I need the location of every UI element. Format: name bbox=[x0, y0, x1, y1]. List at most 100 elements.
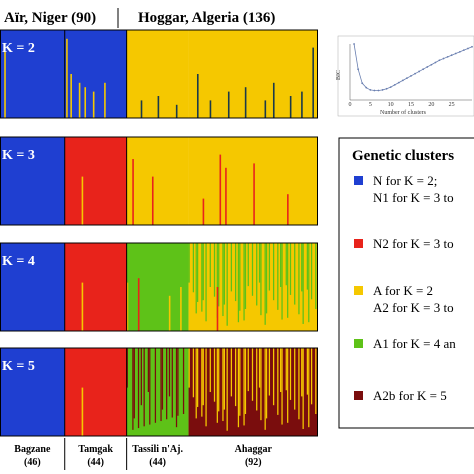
band-bar bbox=[281, 348, 283, 425]
bic-point bbox=[385, 87, 388, 90]
bic-point bbox=[430, 63, 433, 66]
bic-point bbox=[454, 52, 457, 55]
legend-text-4-0: A2b for K = 5 bbox=[373, 388, 447, 403]
spike-bar bbox=[196, 74, 199, 118]
band-bar bbox=[243, 243, 245, 321]
band-bar bbox=[223, 243, 225, 305]
base-fill bbox=[126, 137, 189, 225]
band-bar bbox=[132, 348, 134, 430]
base-fill bbox=[0, 137, 65, 225]
legend-text-0-0: N for K = 2; bbox=[373, 173, 437, 188]
panel-frame bbox=[0, 29, 318, 119]
band-bar bbox=[308, 348, 310, 428]
band-bar bbox=[209, 243, 211, 287]
band-bar bbox=[258, 348, 261, 388]
spike-bar bbox=[81, 387, 84, 436]
band-bar bbox=[237, 243, 240, 323]
band-bar bbox=[264, 348, 266, 430]
band-bar bbox=[272, 243, 275, 301]
spike-bar bbox=[81, 176, 84, 225]
band-bar bbox=[287, 348, 289, 423]
band-bar bbox=[160, 348, 162, 422]
spike-bar bbox=[180, 287, 182, 331]
band-bar bbox=[230, 348, 233, 397]
group-ahaggar bbox=[188, 243, 318, 331]
pop-count-0: (46) bbox=[24, 457, 41, 468]
bic-xtick: 25 bbox=[449, 102, 455, 108]
band-bar bbox=[302, 348, 304, 429]
bic-xtick: 5 bbox=[369, 102, 372, 108]
spike-bar bbox=[126, 282, 129, 331]
band-bar bbox=[280, 348, 282, 392]
legend-swatch-0 bbox=[354, 176, 363, 185]
band-bar bbox=[281, 243, 283, 320]
legend-title: Genetic clusters bbox=[352, 148, 454, 164]
band-bar bbox=[126, 348, 128, 388]
bic-xtick: 0 bbox=[349, 102, 352, 108]
spike-bar bbox=[151, 176, 154, 225]
band-bar bbox=[301, 348, 303, 397]
bic-point bbox=[393, 83, 396, 86]
band-bar bbox=[285, 348, 287, 391]
band-bar bbox=[175, 348, 178, 428]
band-bar bbox=[154, 348, 157, 423]
band-bar bbox=[234, 348, 237, 407]
band-bar bbox=[247, 243, 249, 287]
bic-point bbox=[353, 43, 355, 45]
spike-bar bbox=[78, 82, 81, 118]
bic-xtick: 15 bbox=[408, 102, 414, 108]
band-bar bbox=[268, 243, 271, 291]
group-bagzane bbox=[0, 243, 65, 331]
band-bar bbox=[213, 243, 216, 297]
bic-point bbox=[401, 79, 404, 82]
band-bar bbox=[202, 348, 204, 406]
band-bar bbox=[239, 348, 241, 416]
spike-bar bbox=[219, 154, 222, 225]
bic-point bbox=[406, 77, 408, 80]
band-bar bbox=[234, 243, 237, 302]
band-bar bbox=[302, 243, 304, 324]
band-bar bbox=[188, 348, 190, 388]
group-bagzane bbox=[0, 348, 65, 436]
spike-bar bbox=[301, 91, 303, 118]
bic-point bbox=[410, 75, 412, 77]
panel-frame bbox=[0, 347, 318, 437]
legend-text-1-0: N2 for K = 3 to bbox=[373, 236, 454, 251]
group-tassilinaj bbox=[126, 30, 189, 118]
spike-bar bbox=[157, 96, 160, 118]
band-bar bbox=[192, 348, 195, 398]
group-tamgak bbox=[64, 137, 127, 225]
bic-point bbox=[418, 70, 421, 73]
pop-count-1: (44) bbox=[87, 457, 104, 468]
panel-k3: K = 3 bbox=[0, 136, 318, 226]
band-bar bbox=[192, 243, 195, 293]
bic-xlabel: Number of clusters bbox=[380, 109, 427, 116]
bic-point bbox=[450, 54, 453, 57]
band-bar bbox=[237, 348, 240, 428]
pop-name-2: Tassili n'Aj. bbox=[132, 444, 183, 455]
band-bar bbox=[195, 243, 197, 314]
panel-frame bbox=[0, 242, 318, 332]
spike-bar bbox=[244, 87, 247, 118]
panel-label-k2: K = 2 bbox=[2, 41, 35, 56]
band-bar bbox=[251, 348, 254, 401]
band-bar bbox=[251, 243, 254, 296]
spike-bar bbox=[253, 163, 255, 225]
bic-point bbox=[389, 86, 392, 89]
bic-point bbox=[381, 89, 384, 91]
bic-point bbox=[438, 59, 441, 62]
band-bar bbox=[244, 348, 247, 414]
band-bar bbox=[315, 348, 317, 414]
panel-frame bbox=[0, 136, 318, 226]
bic-ylabel: BIC bbox=[336, 70, 342, 80]
band-bar bbox=[161, 348, 164, 410]
band-bar bbox=[216, 348, 218, 423]
spike-bar bbox=[287, 194, 289, 225]
band-bar bbox=[264, 243, 266, 325]
header-air-niger: Aïr, Niger (90) bbox=[4, 10, 96, 26]
band-bar bbox=[306, 348, 309, 395]
bic-point bbox=[369, 89, 372, 91]
panel-k2: K = 2 bbox=[0, 29, 318, 119]
band-bar bbox=[218, 348, 220, 412]
group-tamgak bbox=[64, 348, 127, 436]
